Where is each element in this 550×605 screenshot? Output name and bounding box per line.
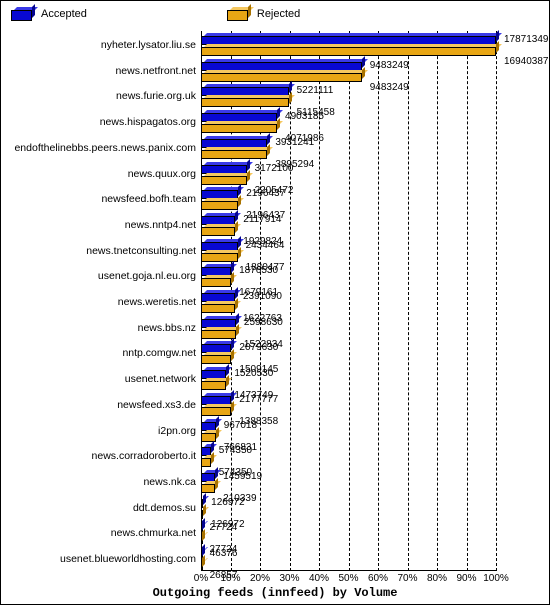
- table-row: news.chmurka.net2772427724: [201, 519, 496, 545]
- row-label: newsfeed.xs3.de: [1, 399, 196, 411]
- xtick-label: 80%: [427, 573, 447, 584]
- row-label: news.tnetconsulting.net: [1, 245, 196, 257]
- accepted-value-label: 17871349: [504, 34, 549, 45]
- table-row: news.bbs.nz25986301522834: [201, 314, 496, 340]
- xtick-label: 30%: [279, 573, 299, 584]
- xtick-label: 50%: [338, 573, 358, 584]
- chart-title: Outgoing feeds (innfeed) by Volume: [1, 586, 549, 600]
- xtick-label: 0%: [194, 573, 208, 584]
- table-row: news.nk.ca1459519210339: [201, 468, 496, 494]
- rejected-value-label: 26857: [210, 570, 238, 581]
- table-row: news.hispagatos.org49031854071986: [201, 108, 496, 134]
- table-row: nyheter.lysator.liu.se1787134916940387: [201, 31, 496, 57]
- accepted-value-label: 967018: [224, 420, 257, 431]
- table-row: usenet.network15205301473749: [201, 365, 496, 391]
- row-label: usenet.blueworldhosting.com: [1, 553, 196, 565]
- row-label: news.chmurka.net: [1, 527, 196, 539]
- accepted-value-label: 2196437: [246, 188, 285, 199]
- xtick-label: 90%: [456, 573, 476, 584]
- xtick-label: 70%: [397, 573, 417, 584]
- xtick-label: 100%: [483, 573, 509, 584]
- row-label: newsfeed.bofh.team: [1, 193, 196, 205]
- accepted-value-label: 1459519: [223, 471, 262, 482]
- row-label: news.corradoroberto.it: [1, 450, 196, 462]
- accepted-value-label: 46376: [210, 548, 238, 559]
- xtick-label: 60%: [368, 573, 388, 584]
- legend-swatch-accepted: [11, 7, 35, 21]
- accepted-value-label: 2117914: [243, 214, 281, 225]
- row-label: usenet.goja.nl.eu.org: [1, 270, 196, 282]
- table-row: i2pn.org967018766831: [201, 417, 496, 443]
- table-row: news.nntp4.net21179141929824: [201, 211, 496, 237]
- row-label: news.nntp4.net: [1, 219, 196, 231]
- legend-item-rejected: Rejected: [227, 7, 300, 21]
- gridline: [496, 31, 497, 571]
- row-label: news.nk.ca: [1, 476, 196, 488]
- row-label: i2pn.org: [1, 425, 196, 437]
- table-row: usenet.goja.nl.eu.org18765301679161: [201, 262, 496, 288]
- accepted-value-label: 3172100: [255, 163, 294, 174]
- rejected-value-label: 16940387: [504, 56, 549, 67]
- row-label: news.bbs.nz: [1, 322, 196, 334]
- row-label: news.quux.org: [1, 168, 196, 180]
- table-row: news.tnetconsulting.net24344641880477: [201, 237, 496, 263]
- table-row: endofthelinebbs.peers.news.panix.com3931…: [201, 134, 496, 160]
- table-row: news.corradoroberto.it574350574350: [201, 442, 496, 468]
- accepted-value-label: 2391090: [243, 291, 282, 302]
- accepted-value-label: 2079630: [239, 342, 278, 353]
- accepted-value-label: 3931241: [275, 137, 314, 148]
- table-row: usenet.blueworldhosting.com4637626857: [201, 545, 496, 571]
- accepted-value-label: 1876530: [239, 265, 278, 276]
- table-row: news.weretis.net23910901622763: [201, 288, 496, 314]
- row-label: usenet.network: [1, 373, 196, 385]
- row-label: news.netfront.net: [1, 65, 196, 77]
- table-row: ddt.demos.su126972126972: [201, 494, 496, 520]
- plot-area: 0%10%20%30%40%50%60%70%80%90%100%nyheter…: [201, 31, 496, 571]
- accepted-value-label: 126972: [211, 497, 244, 508]
- accepted-value-label: 9483249: [370, 60, 409, 71]
- chart-container: Accepted Rejected 0%10%20%30%40%50%60%70…: [0, 0, 550, 605]
- legend-item-accepted: Accepted: [11, 7, 87, 21]
- table-row: newsfeed.bofh.team21964372196437: [201, 185, 496, 211]
- row-label: nntp.comgw.net: [1, 347, 196, 359]
- legend: Accepted Rejected: [11, 7, 539, 21]
- accepted-value-label: 27724: [209, 522, 237, 533]
- row-label: endofthelinebbs.peers.news.panix.com: [1, 142, 196, 154]
- table-row: newsfeed.xs3.de21777771388358: [201, 391, 496, 417]
- accepted-value-label: 574350: [219, 445, 252, 456]
- accepted-value-label: 4903185: [285, 111, 324, 122]
- xtick-label: 40%: [309, 573, 329, 584]
- row-label: news.weretis.net: [1, 296, 196, 308]
- table-row: news.quux.org31721002205472: [201, 160, 496, 186]
- accepted-value-label: 2598630: [244, 317, 283, 328]
- row-label: news.furie.org.uk: [1, 90, 196, 102]
- row-label: nyheter.lysator.liu.se: [1, 39, 196, 51]
- accepted-value-label: 1520530: [234, 368, 273, 379]
- legend-label: Accepted: [41, 8, 87, 20]
- accepted-value-label: 2434464: [246, 240, 285, 251]
- xtick-label: 20%: [250, 573, 270, 584]
- legend-swatch-rejected: [227, 7, 251, 21]
- accepted-value-label: 5221111: [297, 85, 334, 96]
- table-row: nntp.comgw.net20796301509145: [201, 339, 496, 365]
- table-row: news.netfront.net94832499483249: [201, 57, 496, 83]
- legend-label: Rejected: [257, 8, 300, 20]
- table-row: news.furie.org.uk52211115115458: [201, 82, 496, 108]
- accepted-value-label: 2177777: [239, 394, 278, 405]
- row-label: ddt.demos.su: [1, 502, 196, 514]
- row-label: news.hispagatos.org: [1, 116, 196, 128]
